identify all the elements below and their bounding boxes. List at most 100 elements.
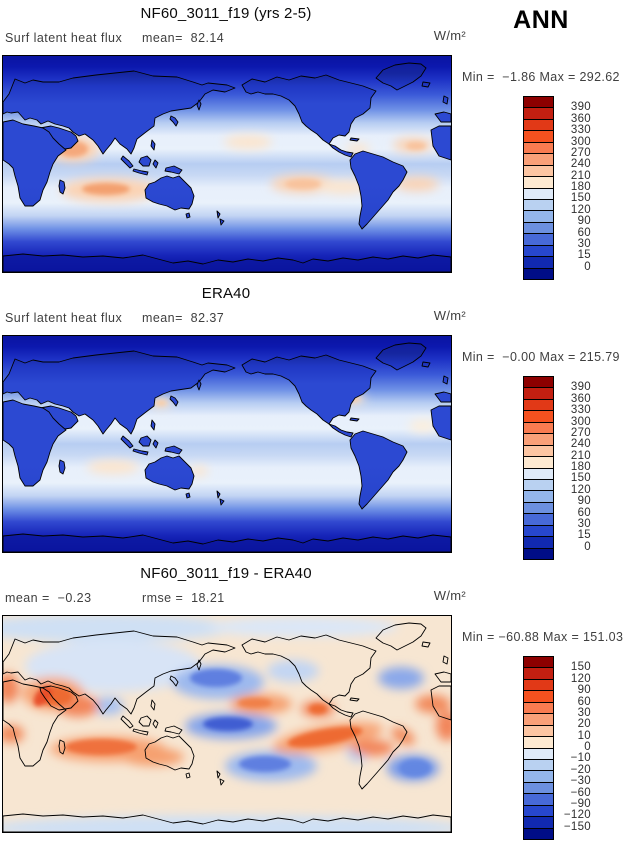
colorbar-tick-label: 15 [577,529,591,542]
colorbar-tick-label: 390 [570,101,591,114]
colorbar-segment [524,713,553,725]
colorbar-tick-label: 0 [584,741,591,753]
colorbar-tick-label: 90 [577,495,591,508]
colorbar-tick-label: 270 [570,146,591,159]
colorbar-segment [524,421,553,434]
colorbar-segment [524,107,553,119]
colorbar-segment [524,256,553,268]
colorbar-tick-label: 90 [577,684,591,697]
colorbar-segment [524,736,553,748]
colorbar-tick-label: −30 [570,775,591,788]
variable-label: Surf latent heat flux [5,31,123,45]
colorbar-tick-label: 150 [570,472,591,485]
variable-label: Surf latent heat flux [5,311,123,325]
colorbar-tick-labels: 390 360 330 300 270 240 210 180 150 120 90 60 30 15 0 [557,376,591,558]
continent-outlines [3,622,451,832]
colorbar-swatches [523,656,554,840]
colorbar-segment [524,210,553,222]
colorbar-segment [524,690,553,702]
colorbar-segment [524,781,553,794]
units-label: W/m² [433,28,466,43]
colorbar-segment [524,793,553,805]
panel-title: ERA40 [201,285,251,302]
colorbar-segment [524,153,553,165]
colorbar-tick-label: 60 [577,695,591,708]
colorbar-tick-label: 120 [570,483,591,496]
colorbar-tick-label: 210 [570,169,591,182]
colorbar-tick-label: 30 [577,237,591,250]
colorbar-segment [524,433,553,445]
colorbar-tick-label: 0 [584,260,591,273]
map-field [3,336,451,552]
colorbar-tick-label: 360 [570,112,591,125]
colorbar-swatches [523,96,554,280]
map-field [3,616,451,832]
colorbar-tick-label: −150 [563,820,591,833]
colorbar-tick-label: 240 [570,158,591,171]
colorbar-tick-label: 20 [577,718,591,731]
colorbar-tick-label: 150 [570,661,591,674]
colorbar-segment [524,667,553,679]
colorbar-segment [524,657,553,668]
season-label: ANN [513,6,569,34]
colorbar-segment [524,524,553,537]
colorbar-tick-labels: 390 360 330 300 270 240 210 180 150 120 90 60 30 15 0 [557,96,591,278]
mean-value: mean = −0.23 [5,591,92,605]
colorbar-tick-label: 330 [570,404,591,417]
colorbar-tick-label: 180 [570,461,591,473]
panel-title: NF60_3011_f19 (yrs 2-5) [140,5,312,22]
colorbar-tick-label: 60 [577,226,591,239]
colorbar-tick-label: 330 [570,124,591,137]
colorbar-tick-label: −10 [570,752,591,765]
colorbar-segment [524,816,553,828]
mean-value: mean= 82.14 [142,31,225,45]
units-label: W/m² [433,588,466,603]
colorbar-segment [524,770,553,782]
colorbar-segment [524,513,553,525]
colorbar-tick-label: 120 [570,203,591,216]
colorbar-segment [524,444,553,457]
world-map-era40 [2,335,452,553]
colorbar-segment [524,410,553,422]
colorbar-tick-label: −120 [563,809,591,822]
units-label: W/m² [433,308,466,323]
colorbar-segment [524,490,553,502]
colorbar-segment [524,176,553,188]
colorbar-segment [524,198,553,211]
colorbar-tick-label: 90 [577,215,591,228]
rmse-value: rmse = 18.21 [142,591,225,605]
colorbar-tick-label: 10 [577,729,591,742]
colorbar-tick-label: 0 [584,540,591,553]
colorbar-segment [524,724,553,737]
colorbar-segment [524,758,553,771]
colorbar-tick-label: 150 [570,192,591,205]
colorbar-segment [524,467,553,479]
colorbar-tick-label: −90 [570,797,591,810]
world-map-model [2,55,452,273]
colorbar-swatches [523,376,554,560]
colorbar-tick-label: 30 [577,517,591,530]
map-field [3,56,451,272]
colorbar-segment [524,678,553,691]
world-map-difference [2,615,452,833]
colorbar-segment [524,267,553,279]
colorbar-segment [524,233,553,245]
colorbar-segment [524,701,553,714]
mean-value: mean= 82.37 [142,311,225,325]
colorbar-segment [524,187,553,199]
colorbar-segment [524,536,553,548]
colorbar-tick-label: 60 [577,506,591,519]
colorbar-segment [524,478,553,491]
colorbar-segment [524,747,553,759]
continent-outlines [3,342,451,552]
colorbar-tick-label: 30 [577,706,591,719]
colorbar-segment [524,827,553,839]
colorbar-tick-label: 300 [570,135,591,148]
continent-outlines [3,62,451,272]
colorbar-tick-label: 210 [570,449,591,462]
colorbar-segment [524,97,553,108]
colorbar-segment [524,547,553,559]
panel-difference: NF60_3011_f19 - ERA40 mean = −0.23 rmse … [0,560,644,840]
minmax-label: Min = −1.86 Max = 292.62 [462,70,620,84]
